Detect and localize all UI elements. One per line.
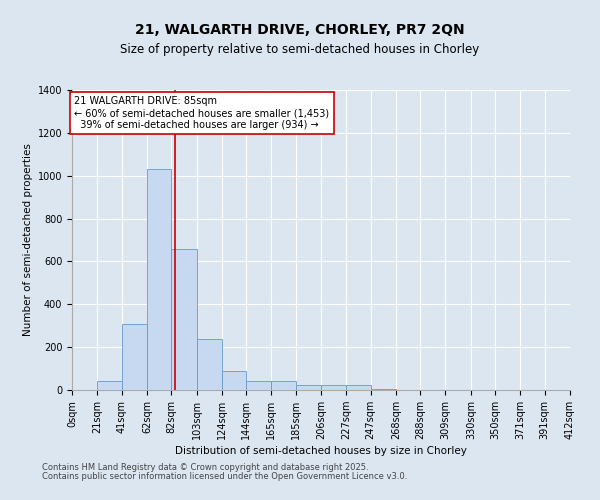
Bar xyxy=(147,170,171,390)
Text: 21 WALGARTH DRIVE: 85sqm
← 60% of semi-detached houses are smaller (1,453)
  39%: 21 WALGARTH DRIVE: 85sqm ← 60% of semi-d… xyxy=(74,96,329,130)
Y-axis label: Number of semi-detached properties: Number of semi-detached properties xyxy=(23,144,34,336)
Bar xyxy=(246,382,271,390)
Bar xyxy=(346,384,371,390)
Bar xyxy=(222,370,246,390)
Bar xyxy=(321,384,346,390)
Bar xyxy=(371,389,396,390)
Text: Size of property relative to semi-detached houses in Chorley: Size of property relative to semi-detach… xyxy=(121,42,479,56)
Bar xyxy=(171,248,197,390)
Bar xyxy=(296,384,321,390)
Bar xyxy=(271,382,296,390)
Bar xyxy=(122,324,147,390)
Bar xyxy=(197,338,222,390)
Text: Contains HM Land Registry data © Crown copyright and database right 2025.: Contains HM Land Registry data © Crown c… xyxy=(42,464,368,472)
Text: Contains public sector information licensed under the Open Government Licence v3: Contains public sector information licen… xyxy=(42,472,407,481)
Bar xyxy=(97,382,122,390)
Text: 21, WALGARTH DRIVE, CHORLEY, PR7 2QN: 21, WALGARTH DRIVE, CHORLEY, PR7 2QN xyxy=(135,22,465,36)
X-axis label: Distribution of semi-detached houses by size in Chorley: Distribution of semi-detached houses by … xyxy=(175,446,467,456)
